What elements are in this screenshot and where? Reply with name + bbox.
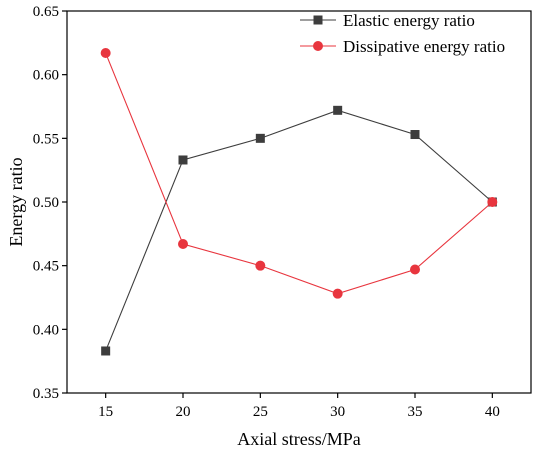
legend-item-dissipative: Dissipative energy ratio: [300, 37, 505, 56]
series-layer: [100, 48, 498, 356]
y-tick-label: 0.65: [33, 4, 59, 20]
data-point-dissipative: [255, 260, 266, 271]
y-tick-label: 0.60: [33, 68, 59, 84]
y-tick-label: 0.50: [33, 195, 59, 211]
y-axis-title: Energy ratio: [6, 157, 26, 246]
plot-frame: [66, 10, 532, 394]
y-tick-label: 0.45: [33, 259, 59, 275]
series-line-0: [105, 109, 493, 352]
data-point-elastic: [178, 155, 188, 165]
data-point-dissipative: [100, 48, 111, 59]
data-point-elastic: [255, 133, 265, 143]
legend-item-elastic: Elastic energy ratio: [300, 11, 475, 30]
legend-label-dissipative: Dissipative energy ratio: [343, 37, 505, 56]
data-point-dissipative: [178, 239, 188, 250]
x-tick-label: 25: [253, 404, 268, 420]
x-tick-label: 40: [485, 404, 500, 420]
data-point-elastic: [410, 130, 420, 140]
data-point-elastic: [333, 105, 343, 115]
data-point-dissipative: [487, 197, 498, 207]
y-tick-label: 0.35: [33, 386, 59, 402]
x-tick-label: 35: [408, 404, 423, 420]
x-tick-label: 15: [98, 404, 113, 420]
y-axis-ticks: 0.35 0.40 0.45 0.50 0.55 0.60 0.65: [33, 4, 67, 402]
x-tick-label: 20: [176, 404, 191, 420]
series-line-1: [105, 52, 493, 295]
x-axis-title: Axial stress/MPa: [237, 429, 361, 449]
legend-marker-elastic: [313, 15, 323, 25]
legend-marker-dissipative: [313, 41, 323, 51]
legend: Elastic energy ratio Dissipative energy …: [300, 11, 505, 56]
legend-label-elastic: Elastic energy ratio: [343, 11, 475, 30]
y-tick-label: 0.40: [33, 322, 59, 338]
data-point-dissipative: [332, 288, 343, 299]
data-point-dissipative: [410, 264, 420, 275]
x-tick-label: 30: [330, 404, 345, 420]
data-point-elastic: [101, 346, 111, 356]
y-tick-label: 0.55: [33, 131, 59, 147]
x-axis-ticks: 15 20 25 30 35 40: [98, 393, 500, 420]
plot-area: [66, 10, 532, 394]
